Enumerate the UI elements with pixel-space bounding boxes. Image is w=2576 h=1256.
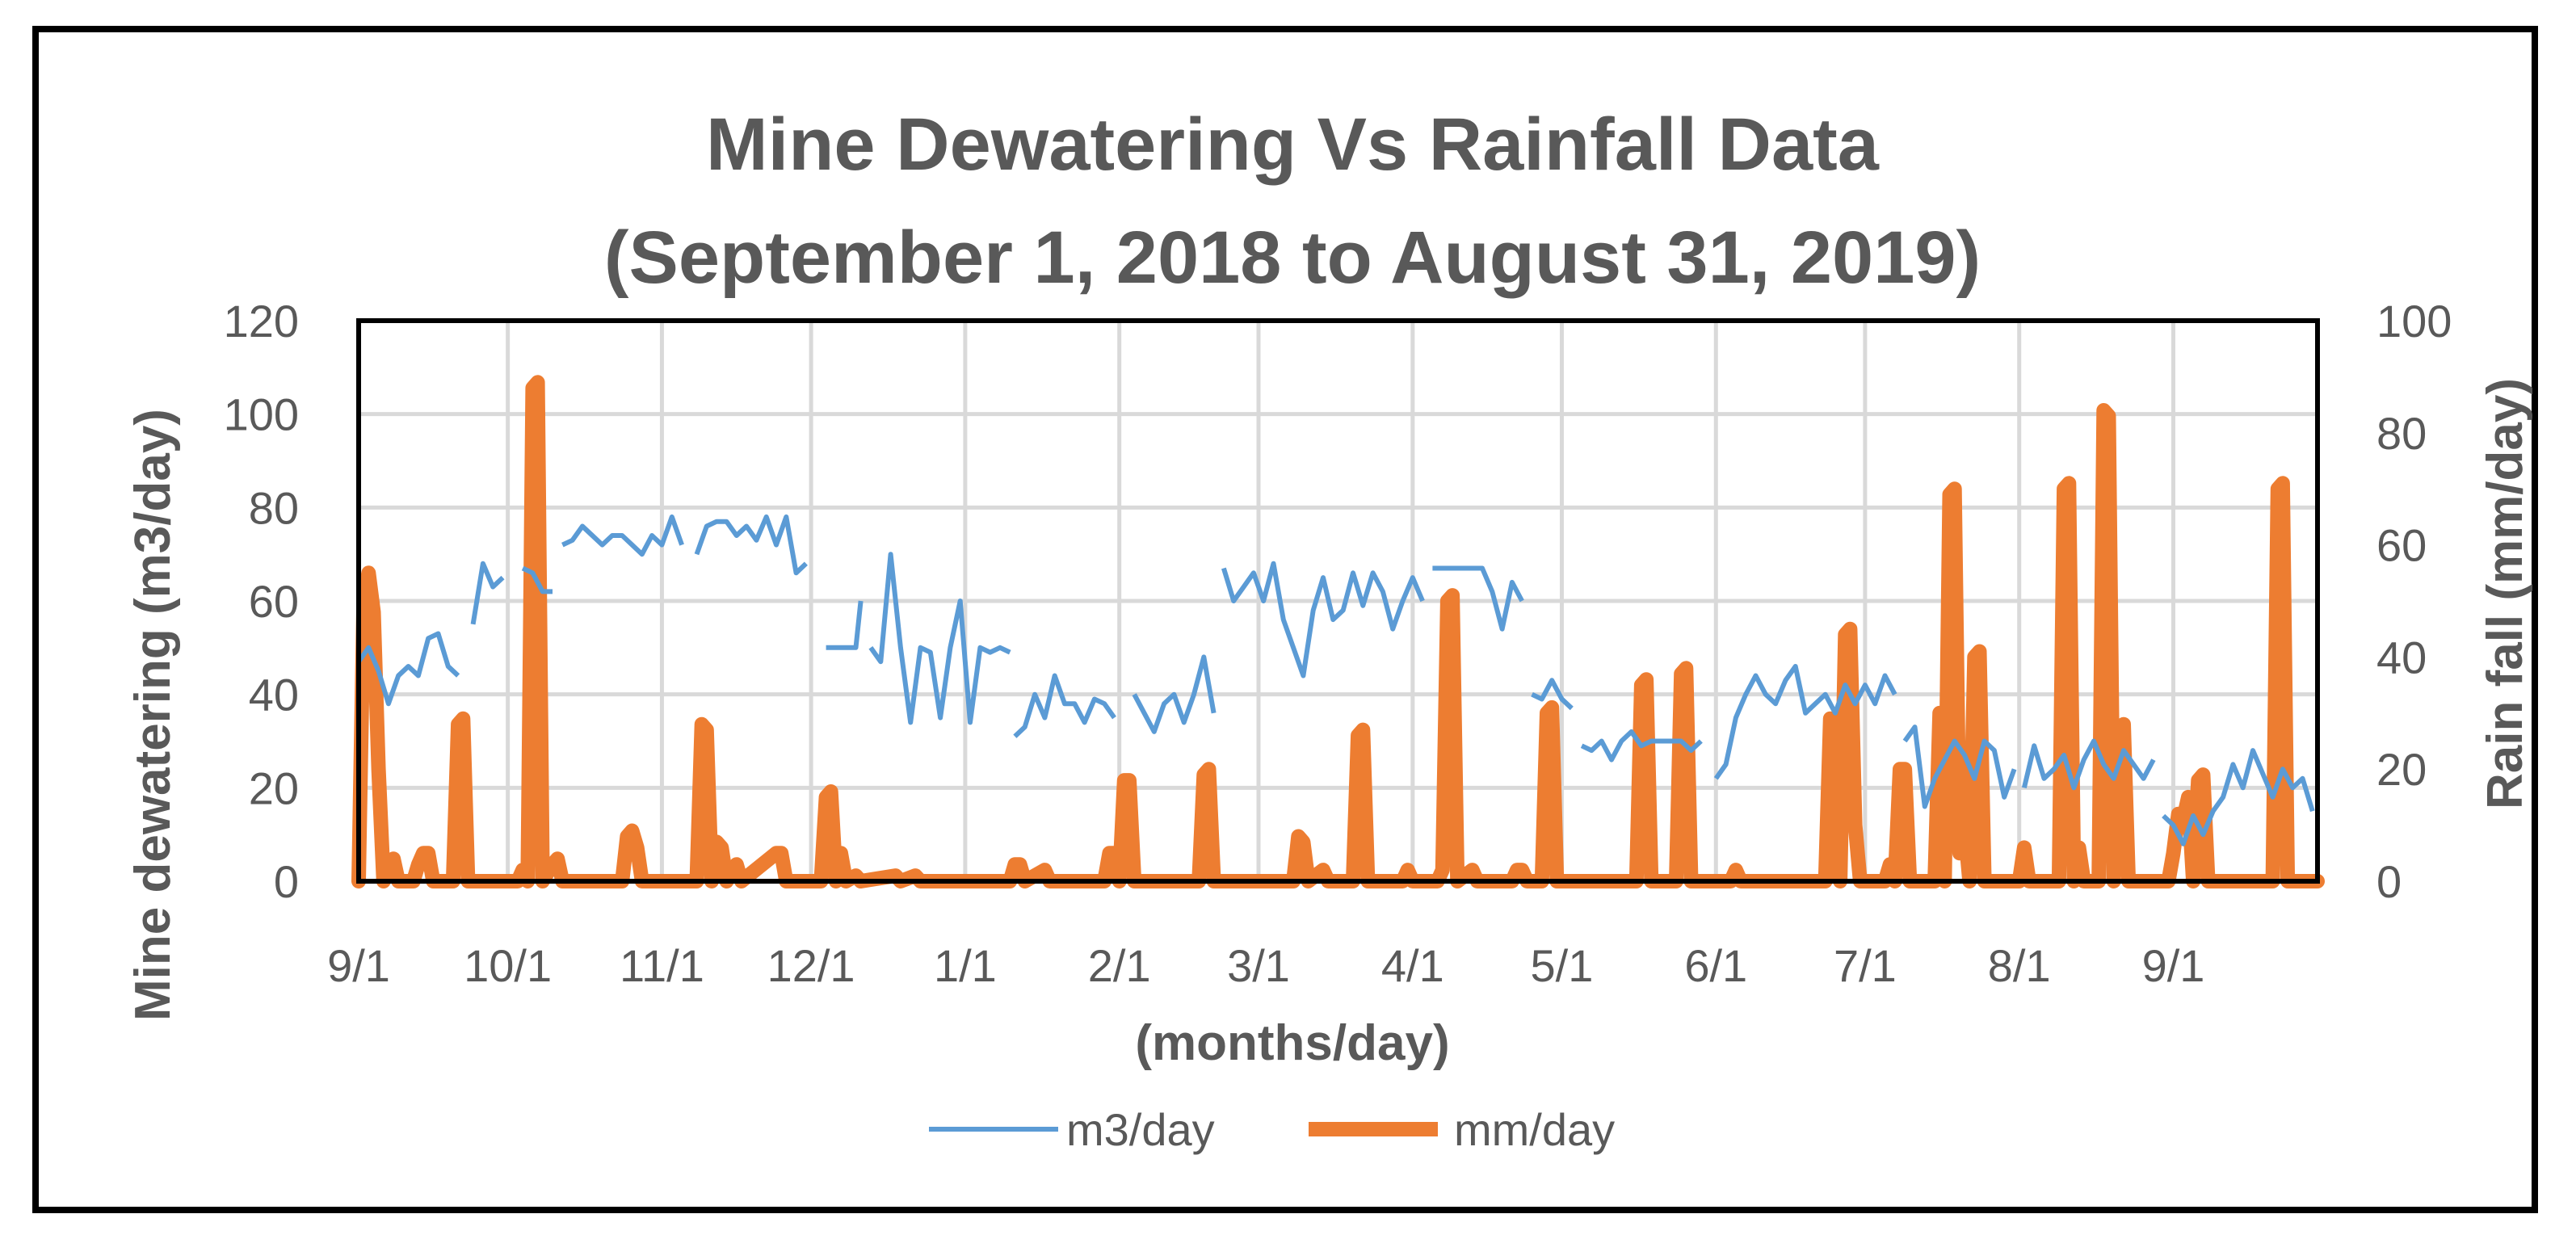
x-tick-label: 9/1 — [327, 940, 390, 991]
y-left-tick-label: 100 — [224, 389, 299, 440]
series-line-m3-day — [1221, 561, 1425, 678]
series-line-m3-day — [1132, 654, 1217, 734]
x-tick-label: 12/1 — [767, 940, 855, 991]
series-line-m3-day — [2162, 748, 2315, 846]
y-left-axis-title: Mine dewatering (m3/day) — [125, 409, 181, 1021]
rainfall-series — [351, 375, 2325, 888]
x-tick-label: 5/1 — [1531, 940, 1594, 991]
series-line-m3-day — [1713, 664, 1897, 780]
y-left-tick-label: 120 — [224, 296, 299, 347]
x-tick-label: 2/1 — [1088, 940, 1151, 991]
y-right-tick-label: 0 — [2376, 856, 2402, 907]
series-line-m3-day — [1580, 729, 1703, 762]
y-right-tick-label: 100 — [2376, 296, 2452, 347]
series-line-m3-day — [561, 514, 684, 557]
gridlines — [356, 318, 2318, 884]
y-right-tick-label: 40 — [2376, 632, 2427, 683]
y-left-tick-label: 40 — [249, 670, 299, 720]
x-tick-label: 8/1 — [1988, 940, 2051, 991]
x-tick-label: 1/1 — [934, 940, 997, 991]
series-line-m3-day — [470, 561, 505, 625]
x-tick-label: 6/1 — [1684, 940, 1747, 991]
y-right-tick-labels: 0 20 40 60 80 100 — [2376, 296, 2452, 907]
y-right-tick-label: 80 — [2376, 408, 2427, 459]
legend-label-m3-day: m3/day — [1066, 1104, 1215, 1155]
dewatering-series — [356, 514, 2315, 846]
y-left-tick-label: 0 — [274, 856, 299, 907]
series-line-m3-day — [1432, 565, 1524, 632]
y-right-axis-title: Rain fall (mm/day) — [2477, 378, 2533, 809]
series-line-m3-day — [694, 514, 808, 576]
series-line-m3-day — [1902, 725, 2017, 809]
x-tick-label: 4/1 — [1381, 940, 1444, 991]
series-line-m3-day — [1531, 678, 1574, 711]
y-left-tick-label: 20 — [249, 762, 299, 813]
series-line-m3-day — [356, 631, 460, 707]
chart-frame — [32, 26, 2538, 1213]
y-left-tick-labels: 0 20 40 60 80 100 120 — [224, 296, 299, 907]
chart-title-line1: Mine Dewatering Vs Rainfall Data — [706, 103, 1880, 186]
series-line-m3-day — [2021, 738, 2156, 791]
x-tick-label: 3/1 — [1227, 940, 1290, 991]
series-line-m3-day — [1013, 673, 1116, 738]
x-axis-title: (months/day) — [1135, 1015, 1449, 1071]
series-line-m3-day — [826, 600, 864, 650]
y-right-tick-label: 60 — [2376, 520, 2427, 571]
y-left-tick-label: 80 — [249, 482, 299, 533]
x-tick-label: 9/1 — [2142, 940, 2205, 991]
y-right-tick-label: 20 — [2376, 744, 2427, 795]
x-tick-labels: 9/1 10/1 11/1 12/1 1/1 2/1 3/1 4/1 5/1 6/1 7/1 8/1 9… — [327, 940, 2204, 991]
y-left-tick-label: 60 — [249, 576, 299, 627]
x-tick-label: 11/1 — [620, 940, 704, 991]
legend: m3/day mm/day — [929, 1104, 1615, 1155]
x-tick-label: 7/1 — [1834, 940, 1897, 991]
series-line-m3-day — [521, 565, 553, 594]
series-line-m3-day — [868, 552, 1011, 725]
chart-title-line2: (September 1, 2018 to August 31, 2019) — [604, 216, 1981, 299]
plot-area-border — [356, 318, 2320, 884]
legend-label-mm-day: mm/day — [1454, 1104, 1615, 1155]
x-tick-label: 10/1 — [464, 940, 552, 991]
series-line-mm-day — [351, 375, 2325, 888]
